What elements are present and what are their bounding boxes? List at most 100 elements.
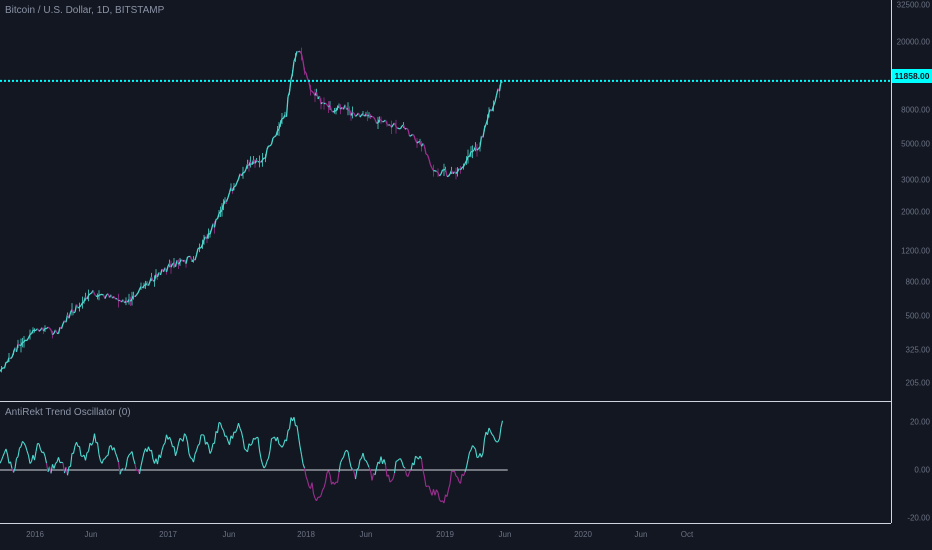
price-segment-up	[320, 101, 323, 105]
oscillator-segment-negative	[387, 474, 391, 483]
price-segment-up	[3, 362, 7, 369]
oscillator-segment-positive	[470, 445, 474, 451]
oscillator-segment-positive	[348, 460, 352, 468]
oscillator-segment-positive	[263, 465, 266, 469]
price-segment-up	[416, 141, 419, 144]
oscillator-chart[interactable]	[0, 402, 891, 523]
oscillator-segment-positive	[380, 456, 384, 464]
oscillator-pane[interactable]: AntiRekt Trend Oscillator (0)	[0, 402, 891, 523]
price-segment-up	[495, 88, 499, 96]
oscillator-segment-positive	[113, 447, 117, 454]
oscillator-segment-positive	[61, 461, 64, 464]
price-segment-up	[440, 169, 444, 175]
price-segment-up	[79, 305, 82, 308]
oscillator-segment-positive	[341, 456, 344, 460]
price-segment-up	[459, 167, 463, 171]
oscillator-segment-negative	[305, 476, 309, 481]
oscillator-segment-positive	[16, 456, 19, 459]
oscillator-segment-positive	[156, 454, 160, 465]
price-segment-up	[266, 145, 270, 150]
oscillator-segment-positive	[42, 451, 46, 457]
oscillator-segment-positive	[473, 446, 476, 450]
price-segment-down	[444, 169, 448, 177]
oscillator-segment-positive	[194, 450, 198, 455]
oscillator-segment-negative	[134, 464, 138, 471]
oscillator-segment-positive	[480, 452, 484, 458]
oscillator-segment-positive	[297, 436, 301, 447]
price-segment-up	[359, 114, 363, 118]
price-segment-down	[325, 102, 328, 106]
pane-separator[interactable]	[0, 401, 891, 402]
oscillator-segment-positive	[23, 442, 26, 447]
time-tick: 2020	[574, 530, 592, 539]
oscillator-segment-positive	[221, 427, 224, 431]
oscillator-segment-negative	[447, 483, 451, 490]
oscillator-segment-positive	[302, 463, 306, 469]
oscillator-segment-negative	[449, 471, 453, 484]
oscillator-segment-positive	[116, 456, 120, 463]
oscillator-segment-negative	[62, 462, 66, 474]
oscillator-segment-positive	[198, 434, 202, 444]
price-segment-up	[159, 268, 163, 276]
oscillator-segment-positive	[188, 453, 192, 458]
price-tick: 1200.00	[901, 246, 930, 256]
oscillator-segment-positive	[87, 443, 91, 452]
time-tick: Jun	[634, 530, 648, 539]
price-pane[interactable]: Bitcoin / U.S. Dollar, 1D, BITSTAMP	[0, 0, 891, 400]
oscillator-segment-positive	[366, 463, 370, 468]
oscillator-segment-positive	[35, 443, 39, 452]
price-segment-down	[372, 116, 376, 120]
oscillator-segment-positive	[500, 420, 504, 428]
oscillator-tick: -20.00	[907, 513, 930, 523]
price-tick: 32500.00	[896, 0, 930, 10]
oscillator-segment-positive	[75, 442, 79, 447]
price-segment-down	[331, 110, 334, 113]
price-segment-up	[194, 254, 198, 261]
oscillator-segment-positive	[119, 469, 123, 475]
time-tick: Oct	[680, 530, 694, 539]
oscillator-segment-negative	[334, 481, 337, 485]
price-segment-down	[423, 146, 427, 155]
price-segment-up	[382, 120, 385, 123]
price-segment-up	[462, 163, 466, 167]
price-segment-up	[269, 143, 272, 147]
oscillator-segment-positive	[285, 430, 289, 442]
price-chart[interactable]	[0, 0, 891, 400]
price-segment-down	[181, 259, 184, 262]
oscillator-segment-positive	[22, 441, 25, 444]
oscillator-segment-positive	[413, 456, 417, 466]
oscillator-segment-positive	[375, 461, 379, 469]
oscillator-segment-positive	[300, 454, 304, 464]
price-segment-down	[402, 124, 406, 130]
oscillator-segment-positive	[174, 450, 178, 457]
price-segment-up	[472, 149, 475, 153]
oscillator-segment-negative	[371, 473, 375, 481]
price-segment-down	[344, 104, 348, 110]
oscillator-segment-positive	[192, 453, 196, 463]
oscillator-segment-negative	[409, 469, 412, 473]
price-segment-up	[476, 148, 479, 151]
oscillator-segment-positive	[415, 455, 418, 458]
price-segment-up	[213, 219, 217, 228]
oscillator-axis[interactable]: 20.00 0.00 -20.00	[892, 402, 932, 523]
price-axis[interactable]: 32500.00 20000.00 8000.00 5000.00 3000.0…	[892, 0, 932, 400]
price-segment-down	[315, 92, 319, 100]
price-segment-up	[243, 168, 247, 173]
oscillator-segment-negative	[303, 468, 307, 477]
price-segment-up	[38, 329, 41, 332]
price-segment-down	[329, 105, 333, 111]
time-axis[interactable]: 2016 Jun 2017 Jun 2018 Jun 2019 Jun 2020…	[0, 524, 891, 550]
price-segment-down	[352, 111, 355, 114]
price-segment-up	[68, 312, 72, 319]
oscillator-segment-positive	[6, 454, 10, 464]
oscillator-tick: 20.00	[909, 417, 930, 427]
time-tick: 2018	[297, 530, 315, 539]
oscillator-segment-positive	[121, 468, 124, 471]
oscillator-segment-positive	[165, 434, 169, 440]
oscillator-segment-positive	[490, 431, 493, 435]
price-segment-down	[425, 153, 428, 156]
oscillator-segment-positive	[266, 457, 269, 462]
oscillator-segment-positive	[140, 458, 144, 467]
oscillator-segment-positive	[293, 417, 297, 426]
